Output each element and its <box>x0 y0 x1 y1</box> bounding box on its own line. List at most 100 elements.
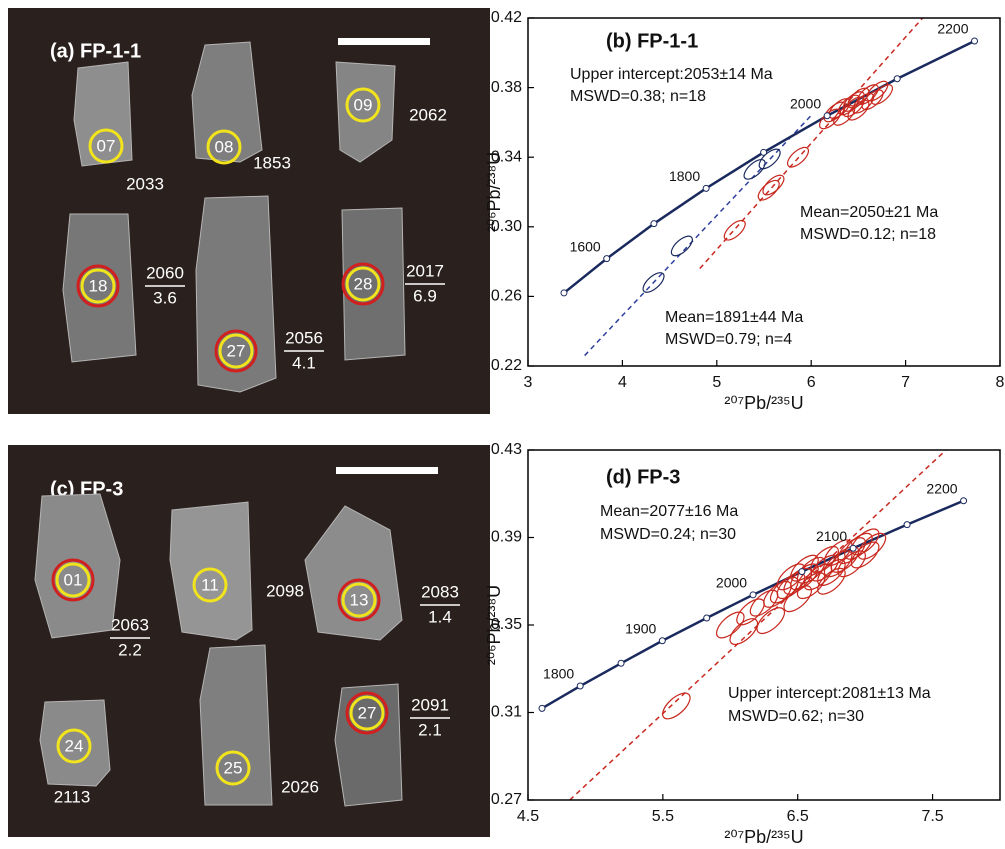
concordia-age-label: 2000 <box>790 95 821 111</box>
concordia-age-label: 1900 <box>625 620 656 636</box>
spot-id: 01 <box>64 570 83 589</box>
panel-title: (a) FP-1-1 <box>50 40 141 62</box>
spot-id: 25 <box>224 758 243 777</box>
spot-age: 2091 <box>411 695 449 714</box>
y-tick-label: 0.43 <box>491 441 522 458</box>
spot-id: 11 <box>201 575 219 594</box>
concordia-age-point <box>972 38 978 44</box>
concordia-age-label: 2200 <box>926 480 957 496</box>
spot-age: 2017 <box>406 261 444 280</box>
scale-bar <box>336 467 438 474</box>
y-tick-label: 0.31 <box>491 704 522 721</box>
concordia-age-point <box>659 638 665 644</box>
concordia-age-point <box>761 149 767 155</box>
chart-title: (d) FP-3 <box>606 466 680 488</box>
spot-id: 28 <box>354 274 373 293</box>
annotation: Mean=2077±16 Ma <box>600 503 738 520</box>
figure: (a) FP-1-1 07 2033 08 1853 09 2062 18 2060 3.6 27 2… <box>0 0 1005 849</box>
annotation: Upper intercept:2053±14 Ma <box>570 66 773 83</box>
spot-age: 2026 <box>281 777 319 796</box>
error-ellipse <box>741 156 768 182</box>
spot-age: 2083 <box>421 582 459 601</box>
concordia-age-point <box>577 683 583 689</box>
concordia-age-label: 2200 <box>937 21 968 37</box>
spot-id: 18 <box>89 276 108 295</box>
concordia-age-label: 1800 <box>543 666 574 682</box>
concordia-age-point <box>799 569 805 575</box>
concordia-age-point <box>651 221 657 227</box>
concordia-age-point <box>824 113 830 119</box>
annotation: MSWD=0.12; n=18 <box>800 226 936 243</box>
error-ellipse <box>721 217 748 243</box>
spot-age: 2062 <box>409 105 447 124</box>
error-ellipse <box>668 233 695 259</box>
y-tick-label: 0.39 <box>491 529 522 546</box>
concordia-age-label: 2000 <box>716 575 747 591</box>
x-tick-label: 6 <box>807 374 816 391</box>
spot-ehf: 4.1 <box>292 353 316 372</box>
annotation: MSWD=0.38; n=18 <box>570 88 706 105</box>
error-ellipse <box>658 689 694 724</box>
annotation: Mean=2050±21 Ma <box>800 204 938 221</box>
x-tick-label: 7 <box>901 374 910 391</box>
spot-age: 2098 <box>266 581 304 600</box>
chart-title: (b) FP-1-1 <box>606 30 698 52</box>
concordia-age-label: 1800 <box>669 168 700 184</box>
spot-ehf: 2.1 <box>418 720 442 739</box>
concordia-age-point <box>704 615 710 621</box>
zircon-grain <box>170 502 252 640</box>
concordia-age-point <box>850 545 856 551</box>
spot-id: 24 <box>65 736 84 755</box>
spot-id: 07 <box>97 136 116 155</box>
concordia-age-point <box>703 185 709 191</box>
concordia-age-point <box>904 522 910 528</box>
annotation: Mean=1891±44 Ma <box>665 309 803 326</box>
x-tick-label: 6.5 <box>787 808 809 825</box>
spot-id: 09 <box>354 95 373 114</box>
annotation: MSWD=0.79; n=4 <box>665 331 792 348</box>
x-tick-label: 7.5 <box>921 808 943 825</box>
spot-age: 2056 <box>285 328 323 347</box>
annotation: MSWD=0.24; n=30 <box>600 526 736 543</box>
spot-age: 2063 <box>111 615 149 634</box>
plot-frame <box>528 450 1000 800</box>
spot-age: 1853 <box>253 153 291 172</box>
zircon-grain <box>196 196 276 392</box>
x-tick-label: 5 <box>712 374 721 391</box>
y-tick-label: 0.42 <box>491 9 522 26</box>
y-axis-label: ²⁰⁶Pb/²³⁸U <box>484 585 504 665</box>
concordia-age-point <box>539 705 545 711</box>
spot-id: 27 <box>358 703 377 722</box>
x-tick-label: 5.5 <box>652 808 674 825</box>
concordia-age-label: 1600 <box>570 238 601 254</box>
spot-age: 2033 <box>126 174 164 193</box>
spot-ehf: 3.6 <box>153 288 177 307</box>
x-axis-label: ²⁰⁷Pb/²³⁵U <box>724 393 803 413</box>
annotation: Upper intercept:2081±13 Ma <box>728 685 931 702</box>
scale-bar <box>338 38 430 45</box>
y-axis-label: ²⁰⁶Pb/²³⁸U <box>484 152 504 232</box>
x-tick-label: 8 <box>996 374 1005 391</box>
spot-age: 2060 <box>146 263 184 282</box>
concordia-age-point <box>604 256 610 262</box>
concordia-age-point <box>894 76 900 82</box>
concordia-age-label: 2100 <box>816 528 847 544</box>
x-axis-label: ²⁰⁷Pb/²³⁵U <box>724 827 803 847</box>
y-tick-label: 0.27 <box>491 791 522 808</box>
spot-id: 27 <box>227 341 246 360</box>
spot-ehf: 6.9 <box>413 286 437 305</box>
concordia-age-point <box>561 290 567 296</box>
concordia-age-point <box>750 592 756 598</box>
y-tick-label: 0.26 <box>491 288 522 305</box>
x-tick-label: 4.5 <box>517 808 539 825</box>
y-tick-label: 0.38 <box>491 79 522 96</box>
spot-id: 13 <box>350 590 369 609</box>
spot-ehf: 1.4 <box>428 607 452 626</box>
spot-age: 2113 <box>54 787 91 806</box>
x-tick-label: 3 <box>524 374 533 391</box>
spot-ehf: 2.2 <box>118 640 142 659</box>
y-tick-label: 0.22 <box>491 357 522 374</box>
concordia-age-point <box>961 498 967 504</box>
zircon-grain <box>342 208 405 360</box>
spot-id: 08 <box>215 137 234 156</box>
